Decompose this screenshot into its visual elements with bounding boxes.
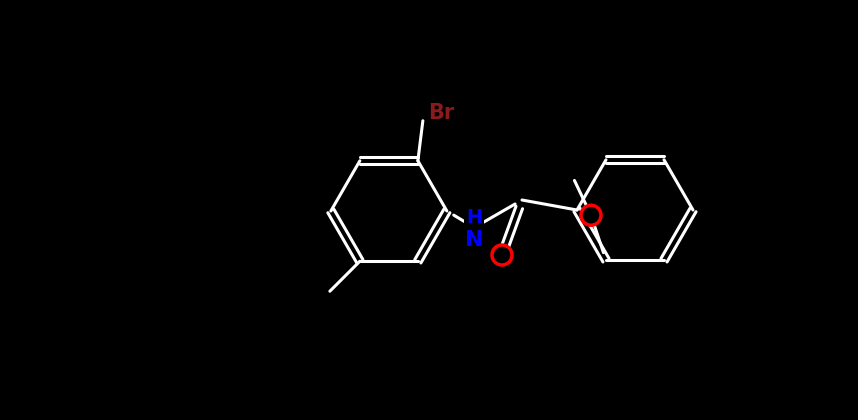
Circle shape: [582, 206, 600, 224]
Text: Br: Br: [428, 103, 454, 123]
Circle shape: [493, 246, 511, 264]
Text: H: H: [466, 208, 482, 227]
Text: N: N: [465, 229, 484, 249]
